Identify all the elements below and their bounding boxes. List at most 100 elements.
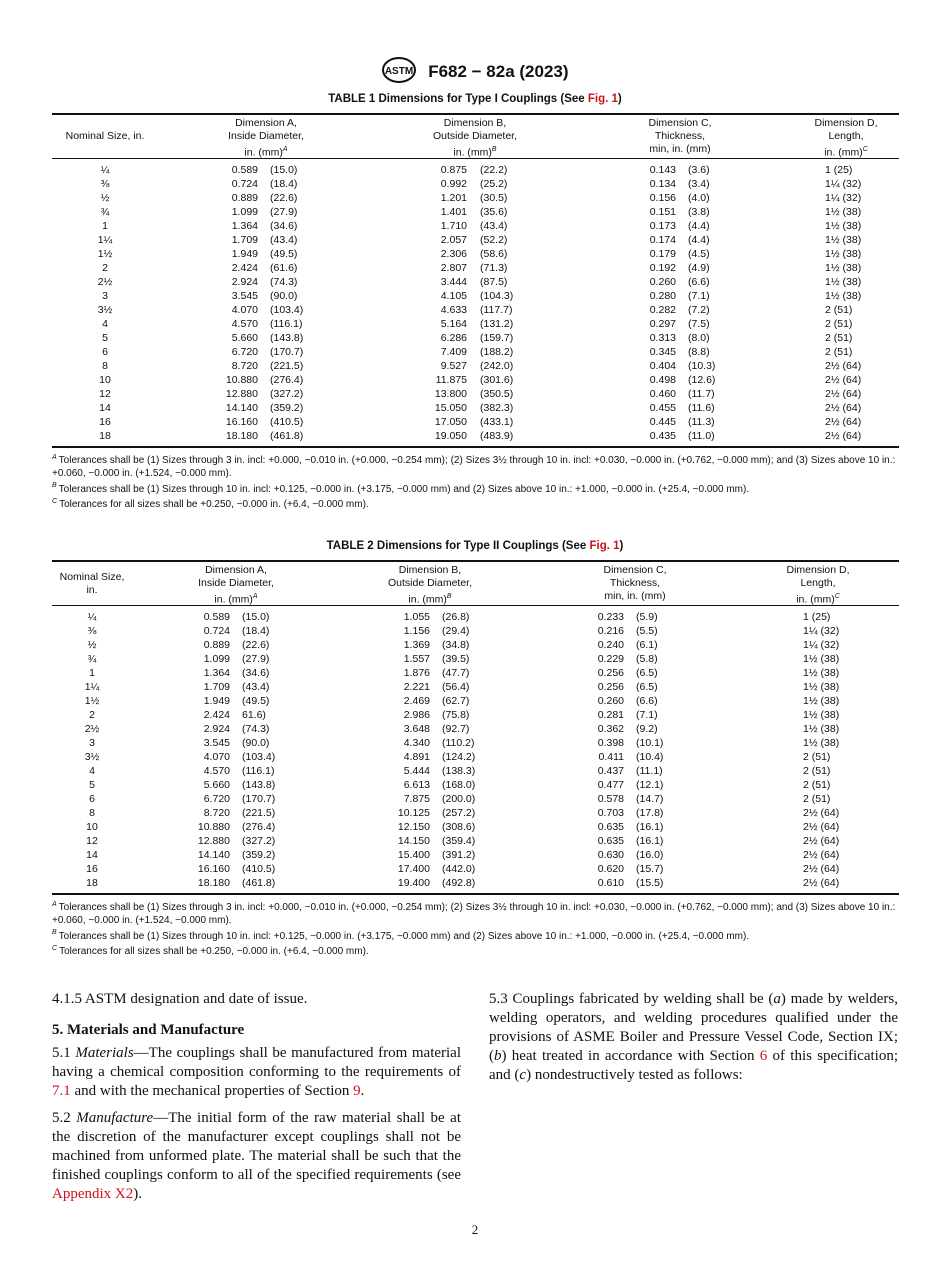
value-mm: (410.5) [242,863,276,875]
value-in: 1.709 [231,234,258,246]
link-appendix-x2[interactable]: Appendix X2 [52,1186,134,1202]
nominal-size: ¾ [100,206,110,218]
value-in: 0.404 [649,360,676,372]
value-in: 17.400 [397,863,430,875]
figure-link[interactable]: Fig. 1 [587,93,618,105]
footnote-ref: B [491,146,497,153]
value-mm: (276.4) [270,374,304,386]
value-mm: (6.6) [688,276,710,288]
value-in: 12.150 [397,821,430,833]
nominal-size: 3½ [84,751,100,763]
value-mm: (124.2) [442,751,476,763]
value-in: 3.545 [231,290,258,302]
value-in: 2.469 [403,695,430,707]
value-in: 6.720 [231,346,258,358]
value-in: 0.260 [649,276,676,288]
footnote: A Tolerances shall be (1) Sizes through 3… [52,899,902,927]
value-mm: (143.8) [242,779,276,791]
value-in: 4.570 [203,765,230,777]
length-value: 2 (51) [825,332,853,344]
value-mm: (16.0) [636,849,664,861]
value-in: 4.070 [203,751,230,763]
value-in: 19.400 [397,877,430,889]
value-mm: 61.6) [242,709,266,721]
value-in: 0.889 [231,192,258,204]
length-value: 1 (25) [803,611,831,623]
value-mm: (200.0) [442,793,476,805]
value-mm: (116.1) [242,765,275,777]
footnote: C Tolerances for all sizes shall be +0.25… [52,496,902,512]
value-in: 0.875 [440,164,467,176]
value-mm: (58.6) [480,248,508,260]
value-mm: (47.7) [442,667,470,679]
header-rule [52,605,899,606]
value-in: 0.192 [649,262,676,274]
value-in: 0.398 [597,737,624,749]
length-value: 1½ (38) [825,220,862,232]
header-line: Outside Diameter, [387,577,473,589]
value-mm: (18.4) [242,625,270,637]
table-top-rule [52,113,899,115]
footnote-mark: C [52,945,58,953]
value-in: 8.720 [203,807,230,819]
value-mm: (221.5) [270,360,304,372]
value-mm: (49.5) [242,695,270,707]
value-in: 3.545 [203,737,230,749]
nominal-size: 10 [99,374,111,386]
value-in: 0.578 [597,793,624,805]
link-section-9[interactable]: 9 [353,1083,361,1099]
value-mm: (34.8) [442,639,470,651]
value-in: 5.660 [203,779,230,791]
page-number: 2 [471,1222,479,1237]
nominal-size: 10 [86,821,98,833]
header-line: Length, [800,577,836,589]
value-mm: (3.8) [688,206,710,218]
length-value: 1½ (38) [825,262,862,274]
value-in: 0.703 [597,807,624,819]
value-in: 0.179 [649,248,676,260]
value-in: 0.240 [597,639,624,651]
value-in: 0.156 [649,192,676,204]
value-mm: (131.2) [480,318,514,330]
footnote-text: Tolerances shall be (1) Sizes through 10… [58,930,750,942]
length-value: 1½ (38) [803,681,840,693]
column-header: Nominal Size, in. [12,571,172,597]
value-mm: (26.8) [442,611,470,623]
value-mm: (483.9) [480,430,514,442]
header-rule [52,158,899,159]
value-in: 15.050 [434,402,467,414]
value-mm: (18.4) [270,178,298,190]
link-7-1[interactable]: 7.1 [52,1083,71,1099]
length-value: 2½ (64) [803,863,840,875]
value-mm: (276.4) [242,821,276,833]
value-in: 3.444 [440,276,467,288]
table-footnotes: A Tolerances shall be (1) Sizes through 3… [52,899,902,959]
nominal-size: 8 [102,360,108,372]
value-mm: (5.5) [636,625,658,637]
nominal-size: 1¼ [97,234,113,246]
value-in: 0.477 [597,779,624,791]
length-value: 1½ (38) [803,723,840,735]
value-in: 0.174 [649,234,676,246]
table-top-rule [52,560,899,562]
nominal-size: 2½ [97,276,113,288]
value-mm: (10.1) [636,737,664,749]
link-section-6[interactable]: 6 [759,1048,768,1064]
value-mm: (103.4) [270,304,304,316]
value-mm: (14.7) [636,793,664,805]
text: ) heat treated in accordance with Sectio… [501,1048,760,1064]
value-in: 4.633 [440,304,467,316]
value-in: 0.992 [440,178,467,190]
value-mm: (327.2) [242,835,276,847]
footnote-ref: B [446,593,452,600]
nominal-size: 4 [89,765,95,777]
length-value: 2 (51) [825,318,853,330]
footnote-ref: C [862,146,868,153]
value-in: 0.635 [597,835,624,847]
figure-link[interactable]: Fig. 1 [589,540,620,552]
header-line: in. (mm)A [244,146,288,159]
document-header: ASTM F682 − 82a (2023) [0,56,950,89]
table-bottom-rule [52,446,899,448]
nominal-size: 16 [86,863,98,875]
title-text: ) [619,540,624,552]
